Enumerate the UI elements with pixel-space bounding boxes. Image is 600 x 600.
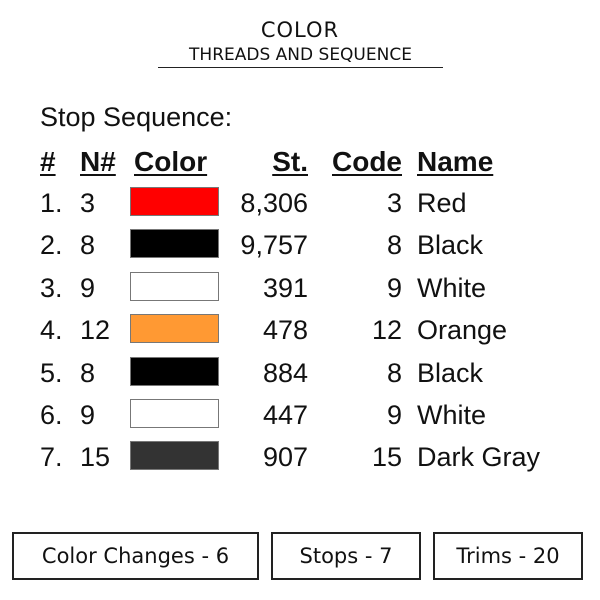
row-code: 3 [386,188,402,218]
row-name: White [417,400,487,430]
row-index: 1. [40,188,63,218]
row-index: 7. [40,442,63,473]
row-stitches: 907 [262,442,308,473]
table-row: 4. 12 478 12 Orange [0,310,600,350]
table-row: 7. 15 907 15 Dark Gray [0,437,600,477]
row-needle: 9 [80,400,96,430]
row-name: White [417,272,487,303]
row-needle: 15 [80,442,111,473]
row-code: 8 [386,357,402,388]
row-needle: 3 [80,188,96,218]
row-stitches: 884 [262,357,308,388]
row-stitches: 478 [262,315,308,346]
row-stitches: 391 [262,272,308,303]
color-changes-box: Color Changes - 6 [12,532,259,580]
row-name: Red [417,188,467,218]
col-index: # [40,146,56,177]
row-code: 15 [371,442,402,473]
row-needle: 9 [80,272,96,303]
color-swatch [130,356,219,386]
row-name: Dark Gray [417,442,541,473]
row-index: 6. [40,400,63,430]
col-needle: N# [80,146,116,177]
row-name: Black [417,357,484,388]
row-code: 8 [386,230,402,261]
row-stitches: 9,757 [240,230,308,261]
color-swatch [130,187,219,216]
table-header: # N# Color St. Code Name [0,142,600,182]
table-row: 1. 3 8,306 3 Red [0,183,600,223]
row-code: 12 [371,315,402,346]
table-row: 2. 8 9,757 8 Black [0,225,600,265]
title: COLOR [260,18,340,42]
row-code: 9 [386,272,402,303]
row-stitches: 447 [262,400,308,430]
table-row: 5. 8 884 8 Black [0,353,600,393]
color-swatch [130,271,219,301]
row-code: 9 [386,400,402,430]
color-swatch [130,229,219,259]
stops-box: Stops - 7 [271,532,421,580]
row-name: Black [417,230,484,261]
row-index: 3. [40,272,63,303]
color-swatch [130,399,219,428]
section-label: Stop Sequence: [40,102,233,132]
col-name: Name [417,146,494,177]
row-index: 4. [40,315,63,346]
color-swatch [130,441,219,471]
row-name: Orange [417,315,508,346]
table-row: 3. 9 391 9 White [0,268,600,308]
col-color: Color [134,146,208,177]
row-needle: 8 [80,357,96,388]
row-index: 2. [40,230,63,261]
table-row: 6. 9 447 9 White [0,395,600,435]
trims-box: Trims - 20 [433,532,583,580]
col-stitches: St. [272,146,308,177]
col-code: Code [332,146,402,177]
row-needle: 12 [80,315,111,346]
row-index: 5. [40,357,63,388]
row-stitches: 8,306 [240,188,308,218]
color-swatch [130,314,219,344]
subtitle: THREADS AND SEQUENCE [158,45,443,68]
row-needle: 8 [80,230,96,261]
